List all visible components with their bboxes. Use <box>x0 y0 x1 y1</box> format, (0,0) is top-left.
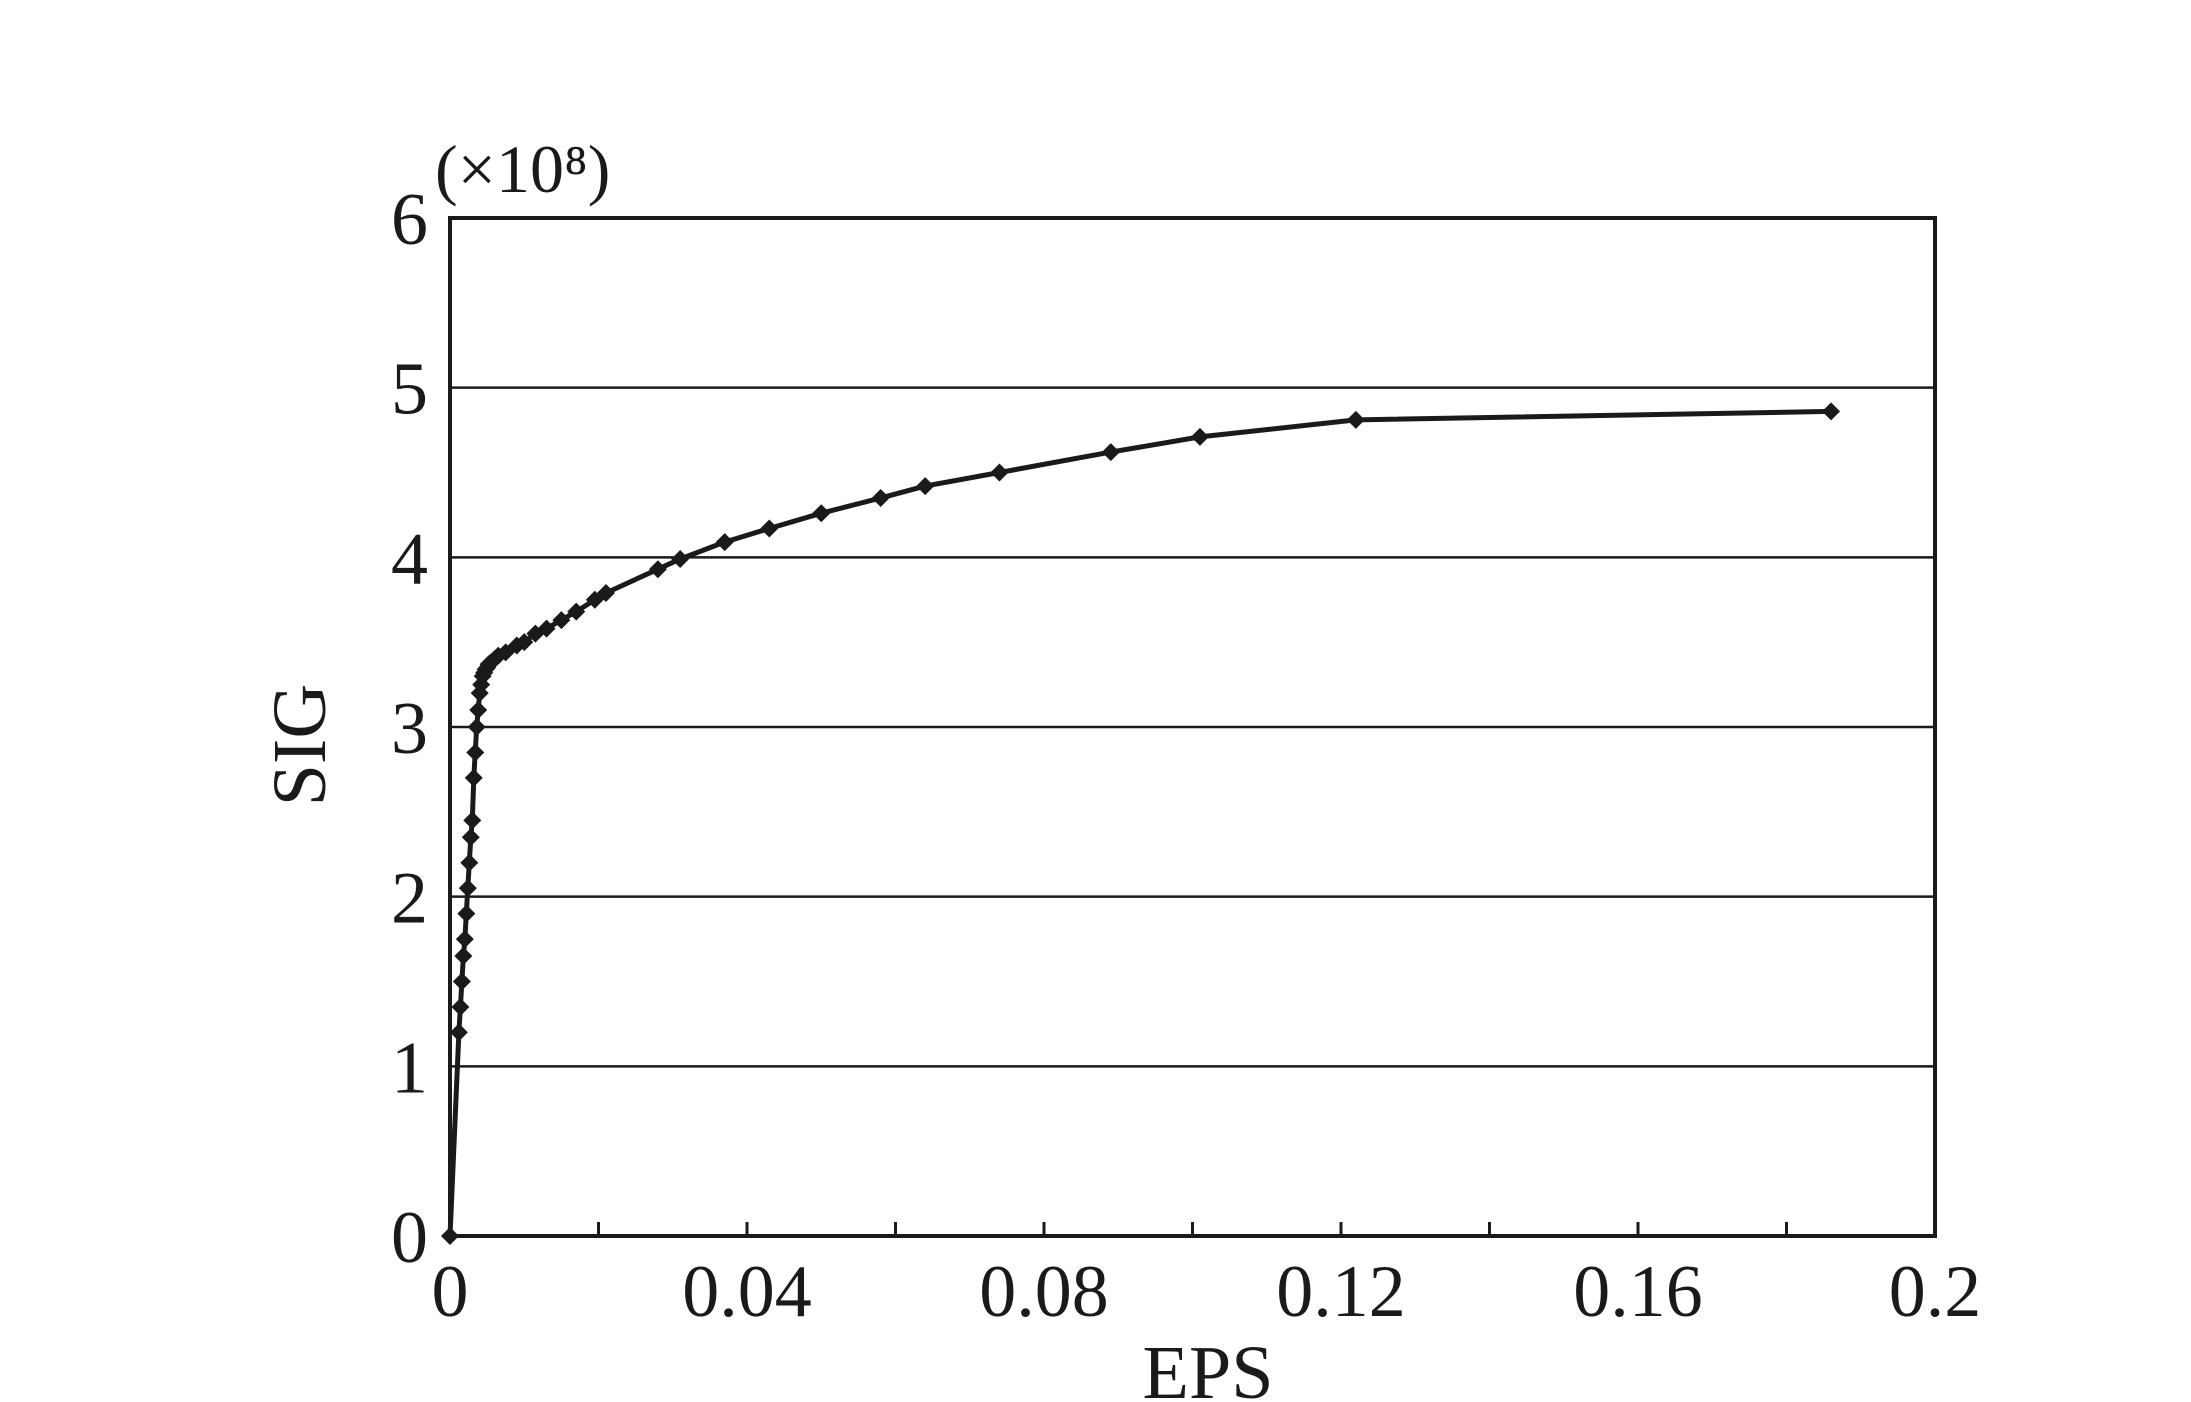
data-point <box>466 743 485 762</box>
data-point <box>460 853 479 872</box>
y-tick-label: 0 <box>391 1197 428 1279</box>
x-axis-ticks <box>597 1222 1788 1236</box>
x-tick-label: 0.2 <box>1889 1251 1982 1333</box>
data-point <box>1822 402 1841 421</box>
data-point <box>537 619 556 638</box>
data-point <box>760 519 779 538</box>
data-point <box>871 488 890 507</box>
data-point <box>463 811 482 830</box>
y-axis-title: SIG <box>258 684 342 806</box>
data-point <box>552 611 571 630</box>
x-axis-title: EPS <box>1143 1331 1274 1402</box>
y-axis-multiplier: (×10⁸) <box>435 131 610 207</box>
data-point <box>469 701 488 720</box>
series-line <box>447 408 1832 1237</box>
x-tick-labels: 0 0.04 0.08 0.12 0.16 0.2 <box>432 1251 1982 1333</box>
x-tick-label: 0.16 <box>1573 1251 1703 1333</box>
data-point <box>449 1023 468 1042</box>
data-point <box>461 828 480 847</box>
data-point <box>452 972 471 991</box>
x-tick-label: 0.12 <box>1276 1251 1406 1333</box>
data-point <box>671 550 690 569</box>
data-point <box>451 997 470 1016</box>
plot-frame <box>448 216 1937 1238</box>
data-point <box>515 633 534 652</box>
data-series <box>441 402 1841 1245</box>
data-point <box>715 533 734 552</box>
data-point <box>1346 410 1365 429</box>
gridlines <box>450 386 1935 1068</box>
data-point <box>1101 443 1120 462</box>
x-tick-label: 0.08 <box>979 1251 1109 1333</box>
data-point <box>467 718 486 736</box>
data-point <box>464 768 483 787</box>
x-tick-label: 0 <box>432 1251 469 1333</box>
data-point <box>458 879 477 898</box>
y-tick-label: 4 <box>391 518 428 600</box>
data-point <box>1190 427 1209 446</box>
data-point <box>457 904 476 923</box>
y-tick-labels: 0 1 2 3 4 5 6 <box>391 179 428 1279</box>
data-point <box>648 560 667 579</box>
y-tick-label: 5 <box>391 349 428 431</box>
data-point <box>454 947 473 966</box>
x-tick-label: 0.04 <box>682 1251 812 1333</box>
data-point <box>916 477 935 496</box>
data-point <box>567 602 586 621</box>
data-point <box>596 583 615 602</box>
y-tick-label: 1 <box>391 1027 428 1109</box>
data-point <box>812 504 831 523</box>
data-point <box>990 463 1009 482</box>
y-tick-label: 6 <box>391 179 428 261</box>
data-point <box>455 930 474 949</box>
y-tick-label: 2 <box>391 858 428 940</box>
y-tick-label: 3 <box>391 688 428 770</box>
